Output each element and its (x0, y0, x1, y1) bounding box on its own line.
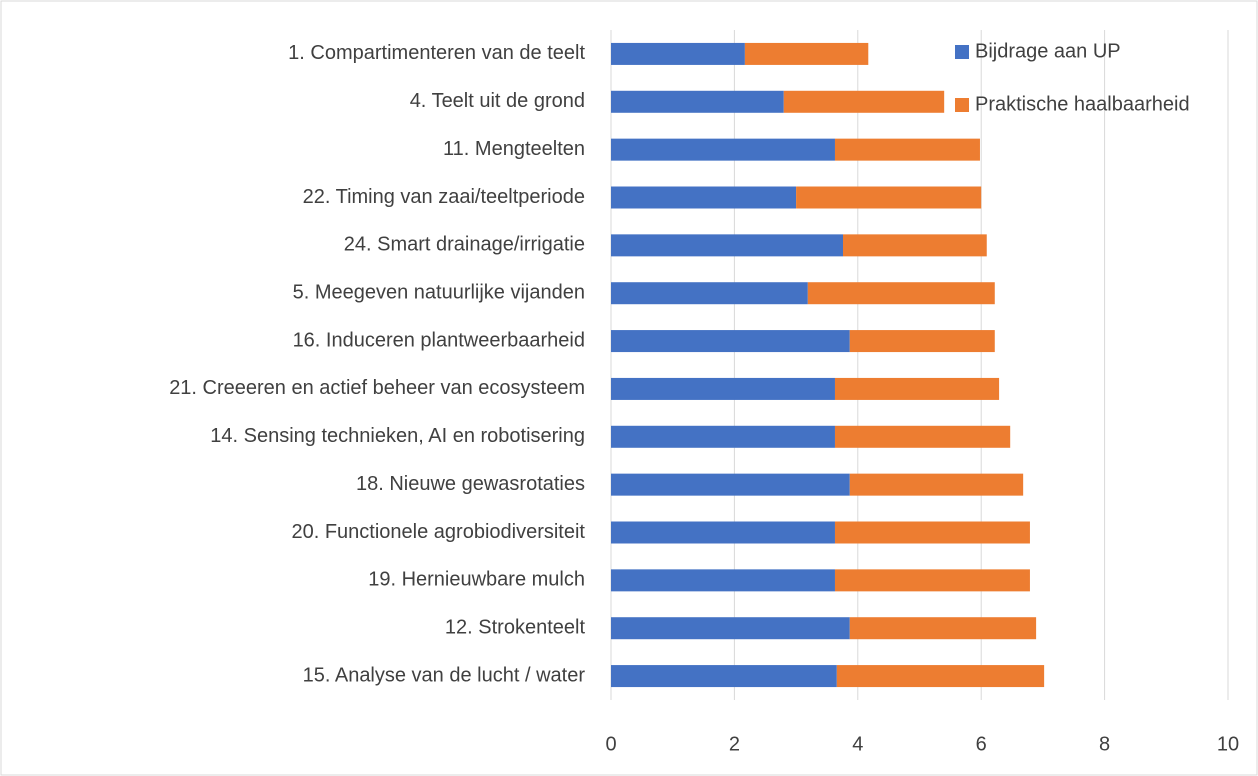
bar-segment (836, 665, 1045, 688)
bar-segment (611, 665, 837, 688)
y-tick-label: 18. Nieuwe gewasrotaties (356, 473, 585, 495)
bar-segment (834, 569, 1030, 592)
x-tick-label: 8 (1099, 733, 1110, 755)
y-tick-label: 14. Sensing technieken, AI en robotiseri… (210, 425, 585, 447)
bar-segment (611, 186, 797, 209)
bar-segment (834, 521, 1030, 544)
bar-segment (611, 569, 835, 592)
bar-segment (744, 42, 869, 65)
bar-segment (849, 617, 1037, 640)
y-tick-label: 24. Smart drainage/irrigatie (344, 234, 585, 256)
bar-segment (783, 90, 945, 113)
x-tick-label: 2 (729, 733, 740, 755)
bar-segment (796, 186, 982, 209)
y-tick-label: 1. Compartimenteren van de teelt (288, 42, 585, 64)
bar-segment (611, 473, 850, 496)
bar-segment (611, 90, 784, 113)
y-tick-label: 5. Meegeven natuurlijke vijanden (293, 281, 585, 303)
bar-segment (834, 377, 1000, 400)
bar-segment (849, 473, 1024, 496)
x-tick-label: 10 (1217, 733, 1239, 755)
bar-segment (611, 617, 850, 640)
y-tick-label: 12. Strokenteelt (445, 616, 586, 638)
y-tick-label: 20. Functionele agrobiodiversiteit (291, 521, 585, 543)
bar-segment (842, 234, 987, 257)
x-tick-label: 0 (605, 733, 616, 755)
x-tick-label: 6 (976, 733, 987, 755)
y-tick-label: 22. Timing van zaai/teeltperiode (303, 186, 585, 208)
bar-segment (611, 282, 808, 305)
x-tick-label: 4 (852, 733, 863, 755)
bar-segment (611, 521, 835, 544)
bar-segment (611, 138, 835, 161)
bar-segment (611, 234, 843, 257)
legend-swatch (955, 98, 969, 112)
bar-segment (611, 42, 745, 65)
legend-swatch (955, 45, 969, 59)
y-tick-label: 15. Analyse van de lucht / water (303, 664, 586, 686)
y-tick-label: 4. Teelt uit de grond (410, 90, 585, 112)
y-tick-label: 21. Creeeren en actief beheer van ecosys… (169, 377, 585, 399)
bar-segment (807, 282, 995, 305)
y-tick-label: 19. Hernieuwbare mulch (368, 569, 585, 591)
legend-label: Bijdrage aan UP (975, 40, 1121, 62)
bar-segment (849, 330, 995, 353)
bar-segment (611, 425, 835, 448)
y-tick-label: 11. Mengteelten (443, 138, 585, 160)
bar-segment (834, 138, 980, 161)
y-tick-label: 16. Induceren plantweerbaarheid (293, 329, 585, 351)
bar-segment (834, 425, 1011, 448)
legend-label: Praktische haalbaarheid (975, 93, 1190, 115)
bar-segment (611, 377, 835, 400)
bar-segment (611, 330, 850, 353)
